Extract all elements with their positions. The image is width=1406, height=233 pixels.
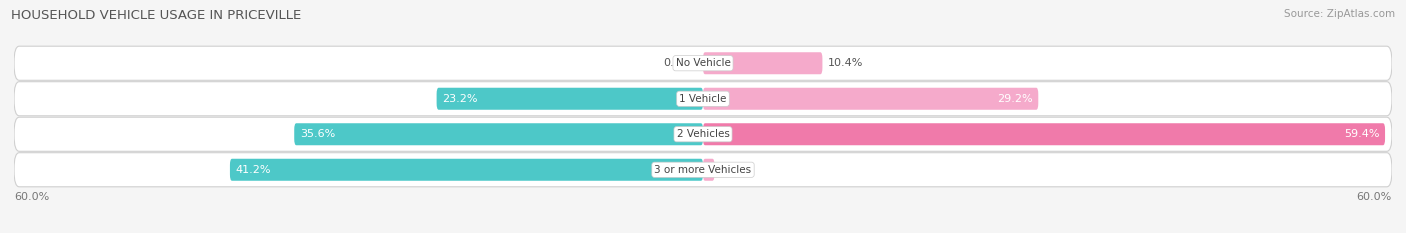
Text: 60.0%: 60.0% <box>1357 192 1392 202</box>
FancyBboxPatch shape <box>703 52 823 74</box>
Text: No Vehicle: No Vehicle <box>675 58 731 68</box>
FancyBboxPatch shape <box>14 117 1392 151</box>
Text: 29.2%: 29.2% <box>997 94 1032 104</box>
FancyBboxPatch shape <box>231 159 703 181</box>
FancyBboxPatch shape <box>14 46 1392 80</box>
FancyBboxPatch shape <box>703 88 1038 110</box>
FancyBboxPatch shape <box>294 123 703 145</box>
Text: 2 Vehicles: 2 Vehicles <box>676 129 730 139</box>
Text: 35.6%: 35.6% <box>299 129 335 139</box>
Text: 1 Vehicle: 1 Vehicle <box>679 94 727 104</box>
FancyBboxPatch shape <box>703 159 714 181</box>
Text: HOUSEHOLD VEHICLE USAGE IN PRICEVILLE: HOUSEHOLD VEHICLE USAGE IN PRICEVILLE <box>11 9 301 22</box>
FancyBboxPatch shape <box>437 88 703 110</box>
Text: Source: ZipAtlas.com: Source: ZipAtlas.com <box>1284 9 1395 19</box>
Text: 3 or more Vehicles: 3 or more Vehicles <box>654 165 752 175</box>
FancyBboxPatch shape <box>14 153 1392 187</box>
Text: 41.2%: 41.2% <box>236 165 271 175</box>
Text: 60.0%: 60.0% <box>14 192 49 202</box>
Text: 59.4%: 59.4% <box>1344 129 1379 139</box>
FancyBboxPatch shape <box>703 123 1385 145</box>
Text: 1.0%: 1.0% <box>720 165 748 175</box>
Text: 10.4%: 10.4% <box>828 58 863 68</box>
Text: 23.2%: 23.2% <box>443 94 478 104</box>
Text: 0.0%: 0.0% <box>664 58 692 68</box>
FancyBboxPatch shape <box>14 82 1392 116</box>
